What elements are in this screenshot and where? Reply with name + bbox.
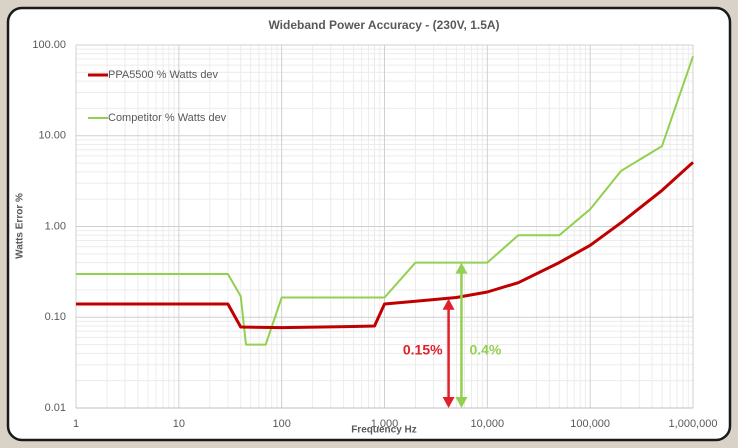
arrow-head: [442, 298, 455, 310]
arrow-head: [455, 262, 468, 274]
x-tick-label: 100: [272, 418, 290, 430]
annotation-label: 0.4%: [469, 342, 501, 358]
x-tick-label: 1,000: [371, 418, 399, 430]
arrow-head: [442, 397, 455, 408]
chart-title: Wideband Power Accuracy - (230V, 1.5A): [268, 18, 499, 32]
y-tick-label: 10.00: [38, 130, 66, 142]
x-tick-label: 1: [73, 418, 79, 430]
x-tick-label: 1,000,000: [669, 418, 718, 430]
legend-label: PPA5500 % Watts dev: [108, 69, 219, 81]
y-axis-title: Watts Error %: [15, 193, 26, 259]
y-tick-label: 0.10: [45, 311, 66, 323]
x-axis-title: Frequency Hz: [351, 425, 417, 436]
annotation-label: 0.15%: [403, 342, 443, 358]
series-line: [76, 161, 695, 330]
y-tick-label: 1.00: [45, 220, 66, 232]
arrow-head: [455, 397, 468, 408]
legend-label: Competitor % Watts dev: [108, 112, 227, 124]
series-line: [76, 55, 694, 346]
y-tick-label: 0.01: [45, 402, 66, 414]
x-tick-label: 10: [173, 418, 185, 430]
x-tick-label: 100,000: [570, 418, 610, 430]
x-tick-label: 10,000: [471, 418, 505, 430]
y-tick-label: 100.00: [32, 39, 66, 51]
